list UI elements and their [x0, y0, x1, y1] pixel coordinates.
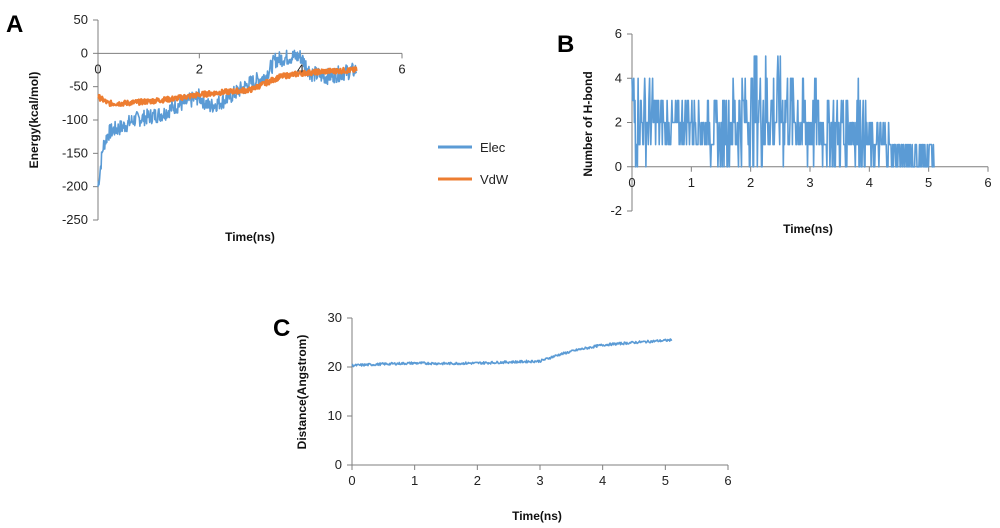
chart-c-x-tick-label: 0	[348, 473, 355, 488]
chart-a-x-tick-label: 4	[297, 61, 304, 76]
chart-c-x-tick-label: 4	[599, 473, 606, 488]
chart-c-x-tick-label: 3	[536, 473, 543, 488]
chart-b-y-tick-label: -2	[610, 203, 622, 218]
chart-a-y-tick-label: -100	[62, 112, 88, 127]
chart-a-x-tick-label: 2	[196, 61, 203, 76]
chart-c-x-tick-label: 2	[474, 473, 481, 488]
legend-label-vdw: VdW	[480, 172, 509, 187]
chart-a-y-tick-label: -50	[69, 79, 88, 94]
chart-a-y-tick-label: 0	[81, 45, 88, 60]
chart-b-series-line	[631, 55, 935, 168]
chart-c-y-tick-label: 10	[328, 408, 342, 423]
chart-b-y-tick-label: 2	[615, 115, 622, 130]
chart-c-x-tick-label: 6	[724, 473, 731, 488]
chart-c-x-tick-label: 5	[662, 473, 669, 488]
chart-b-y-tick-label: 0	[615, 159, 622, 174]
legend-label-elec: Elec	[480, 140, 506, 155]
chart-b-ylabel: Number of H-bond	[581, 71, 595, 176]
chart-b-xlabel: Time(ns)	[783, 222, 833, 236]
chart-a-y-tick-label: -150	[62, 145, 88, 160]
chart-b-y-tick-label: 4	[615, 70, 622, 85]
chart-c-series-line	[351, 338, 673, 368]
chart-b-y-tick-label: 6	[615, 26, 622, 41]
chart-b-x-tick-label: 6	[984, 175, 991, 190]
chart-c-x-tick-label: 1	[411, 473, 418, 488]
chart-c-xlabel: Time(ns)	[512, 509, 562, 523]
panel-letter-b: B	[557, 31, 574, 58]
chart-b-x-tick-label: 4	[866, 175, 873, 190]
chart-a-series-vdw	[97, 66, 358, 108]
chart-a-y-tick-label: -200	[62, 179, 88, 194]
chart-c-ylabel: Distance(Angstrom)	[295, 335, 309, 450]
chart-a-x-tick-label: 6	[398, 61, 405, 76]
chart-b-x-tick-label: 3	[806, 175, 813, 190]
chart-a-x-tick-label: 0	[94, 61, 101, 76]
chart-b-x-tick-label: 0	[628, 175, 635, 190]
chart-b-x-tick-label: 1	[688, 175, 695, 190]
chart-c-y-tick-label: 20	[328, 359, 342, 374]
panel-letter-a: A	[6, 11, 23, 38]
chart-a-y-tick-label: 50	[74, 12, 88, 27]
chart-a-ylabel: Energy(kcal/mol)	[27, 72, 41, 169]
panel-letter-c: C	[273, 315, 290, 342]
chart-a-xlabel: Time(ns)	[225, 230, 275, 244]
chart-c-y-tick-label: 0	[335, 457, 342, 472]
chart-b-x-tick-label: 5	[925, 175, 932, 190]
chart-b-x-tick-label: 2	[747, 175, 754, 190]
chart-a-y-tick-label: -250	[62, 212, 88, 227]
chart-c-y-tick-label: 30	[328, 310, 342, 325]
